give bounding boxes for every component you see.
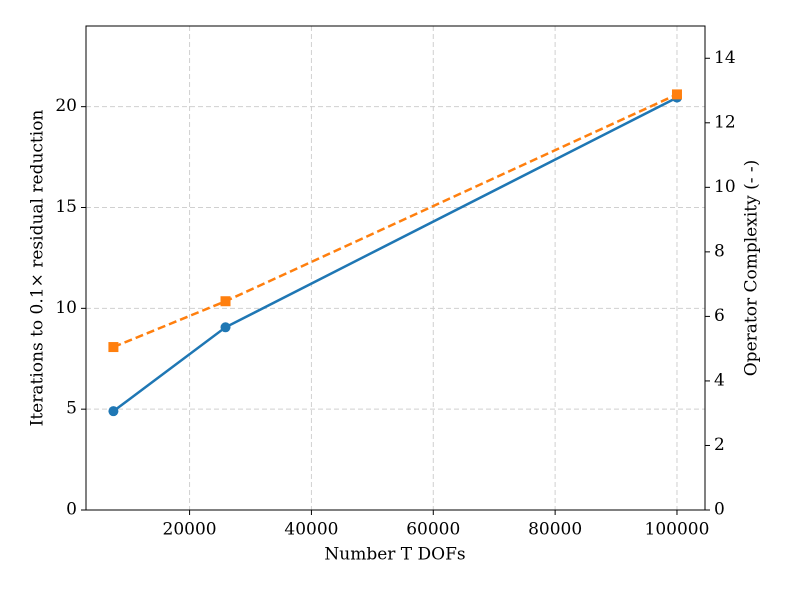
x-tick-label: 60000 [406, 520, 460, 540]
x-tick-label: 100000 [645, 520, 710, 540]
line [112, 96, 678, 413]
y2-tick-label: 12 [714, 112, 736, 132]
y2-tick-label: 14 [714, 48, 736, 68]
y2-tick-label: 4 [714, 370, 725, 390]
marker [108, 406, 119, 417]
y-axis-label: Iterations to 0.1× residual reduction [28, 110, 48, 427]
y2-tick-label: 6 [714, 306, 725, 326]
x-tick-label: 80000 [528, 520, 582, 540]
y-tick-label: 20 [55, 96, 77, 116]
marker [671, 89, 682, 100]
y2-axis-label: Operator Complexity (- -) [742, 160, 762, 377]
y2-tick-label: 8 [714, 241, 725, 261]
plot-frame [85, 25, 706, 511]
y2-tick-label: 10 [714, 177, 736, 197]
marker [220, 322, 231, 333]
line [112, 93, 678, 349]
x-axis-label: Number T DOFs [324, 545, 465, 565]
x-tick-label: 40000 [284, 520, 338, 540]
marker [108, 342, 119, 353]
x-tick-label: 20000 [163, 520, 217, 540]
y-tick-label: 10 [55, 298, 77, 318]
y2-tick-label: 0 [714, 500, 725, 520]
y2-tick-label: 2 [714, 435, 725, 455]
y-tick-label: 0 [66, 500, 77, 520]
y-tick-label: 15 [55, 197, 77, 217]
y-tick-label: 5 [66, 399, 77, 419]
marker [220, 296, 231, 307]
